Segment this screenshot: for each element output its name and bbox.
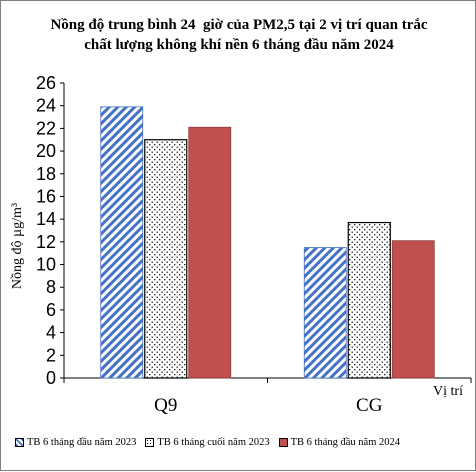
y-tick-label: 0 [46, 368, 56, 388]
y-axis-title: Nồng độ µg/m³ [10, 203, 25, 289]
legend-item-2: TB 6 tháng cuối năm 2023 [145, 436, 270, 448]
legend-label: TB 6 tháng đầu năm 2024 [290, 436, 400, 448]
bar-cg-series-1 [303, 247, 347, 379]
y-tick-label: 24 [36, 96, 56, 116]
y-tick-label: 14 [36, 209, 56, 229]
y-tick-label: 22 [36, 118, 56, 138]
bar-q9-series-1 [100, 106, 144, 379]
bar-cg-series-2 [347, 221, 391, 379]
y-tick-label: 6 [46, 300, 56, 320]
legend-swatch [278, 437, 288, 447]
bar-cg-series-3 [391, 240, 435, 379]
y-tick-label: 18 [36, 164, 56, 184]
y-tick-label: 10 [36, 255, 56, 275]
bar-q9-series-2 [144, 139, 188, 379]
legend-label: TB 6 tháng cuối năm 2023 [157, 436, 270, 448]
y-tick-label: 26 [36, 73, 56, 93]
legend: TB 6 tháng đầu năm 2023 TB 6 tháng cuối n… [15, 433, 475, 451]
y-tick-label: 12 [36, 232, 56, 252]
bar-q9-series-3 [188, 126, 232, 379]
y-tick-label: 20 [36, 141, 56, 161]
legend-item-3: TB 6 tháng đầu năm 2024 [278, 436, 400, 448]
legend-swatch [15, 437, 24, 447]
legend-item-1: TB 6 tháng đầu năm 2023 [15, 437, 136, 448]
y-tick-label: 8 [46, 277, 56, 297]
chart-title-line-2: chất lượng không khí nền 6 tháng đầu năm… [84, 37, 394, 53]
y-tick-label: 4 [46, 323, 56, 343]
x-category-label: Q9 [154, 395, 177, 416]
x-axis-title: Vị trí [433, 384, 463, 399]
legend-swatch [145, 437, 155, 447]
chart-title: Nồng độ trung bình 24 giờ của PM2,5 tại … [1, 15, 476, 55]
y-tick-label: 2 [46, 345, 56, 365]
legend-label: TB 6 tháng đầu năm 2023 [27, 436, 137, 448]
y-tick-label: 16 [36, 186, 56, 206]
chart-title-line-1: Nồng độ trung bình 24 giờ của PM2,5 tại … [50, 17, 428, 33]
x-category-label: CG [356, 395, 383, 416]
